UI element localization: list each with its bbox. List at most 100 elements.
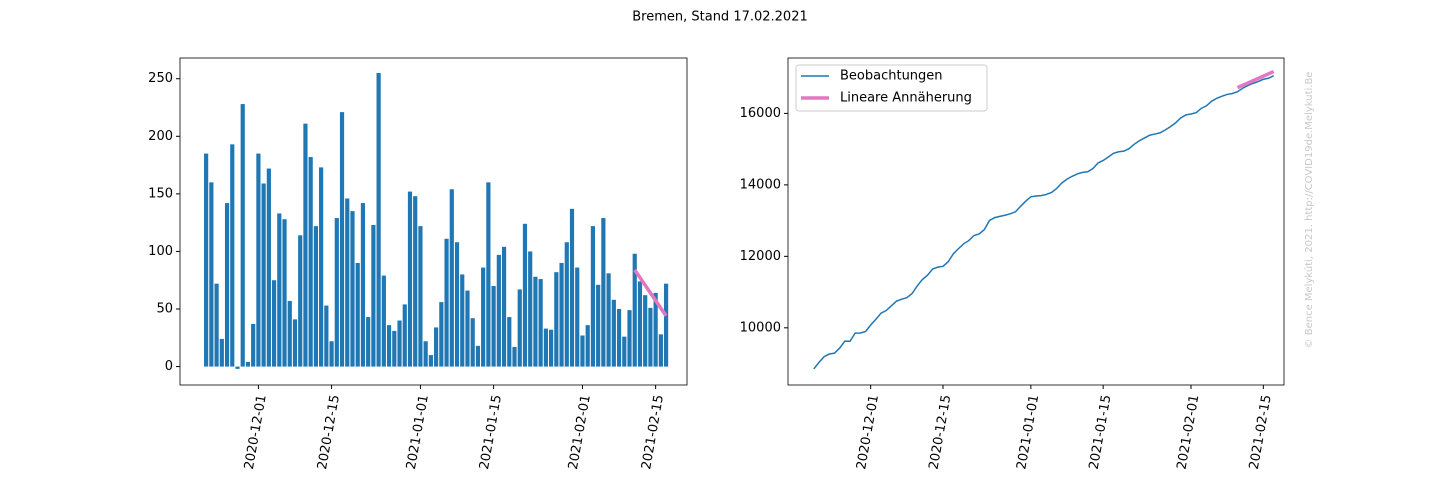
bar [319, 167, 324, 367]
bar [522, 223, 528, 367]
bar [261, 183, 266, 367]
bar [418, 226, 423, 367]
bar [481, 267, 486, 367]
bar [664, 283, 669, 367]
series-line [813, 75, 1275, 370]
plot-frame [179, 57, 688, 386]
bar [402, 304, 407, 367]
x-tick-label: 2021-01-15 [477, 394, 505, 471]
bar [240, 104, 245, 367]
y-tick-label: 0 [165, 359, 173, 374]
bar [224, 203, 230, 367]
bar [428, 355, 433, 367]
figure-title: Bremen, Stand 17.02.2021 [632, 10, 808, 25]
bar [256, 153, 261, 367]
bar [632, 253, 637, 367]
bar [496, 254, 501, 367]
bar [355, 262, 360, 367]
bar [658, 334, 663, 367]
bar [507, 317, 512, 367]
bar [575, 267, 580, 367]
bar [616, 309, 622, 367]
bar [596, 284, 601, 367]
bar [491, 285, 496, 367]
bar [460, 274, 465, 367]
y-tick-label: 100 [148, 244, 173, 259]
bar [517, 289, 522, 367]
bar [454, 242, 460, 367]
legend-box [795, 64, 988, 112]
bar [407, 191, 413, 367]
bar [313, 226, 318, 367]
bar [397, 320, 402, 367]
bar [277, 213, 282, 367]
bar [606, 273, 611, 367]
bar [381, 275, 386, 367]
bar [648, 307, 653, 367]
bar [543, 328, 548, 367]
bar [360, 203, 366, 367]
bar [282, 219, 287, 367]
y-tick-label: 200 [148, 129, 173, 144]
bar [549, 329, 554, 367]
bar [580, 335, 585, 367]
bar [334, 218, 339, 367]
bar [219, 338, 224, 367]
bar [434, 327, 439, 367]
x-tick-label: 2021-01-01 [1014, 394, 1042, 471]
y-tick-label: 10000 [740, 320, 781, 335]
bar [386, 325, 392, 367]
x-tick-label: 2020-12-01 [854, 394, 882, 471]
bar [512, 347, 517, 367]
y-tick-label: 250 [148, 71, 173, 86]
bar [324, 305, 329, 367]
bar [350, 211, 355, 367]
bar [643, 295, 648, 367]
bar [251, 323, 256, 367]
bar [413, 196, 418, 367]
bar [339, 112, 345, 367]
bar [569, 208, 575, 367]
bar [622, 336, 627, 367]
x-tick-label: 2020-12-01 [242, 394, 270, 471]
bar [564, 242, 569, 367]
bar [329, 341, 334, 367]
bar [298, 235, 303, 367]
y-tick-label: 12000 [740, 249, 781, 264]
bar [465, 290, 470, 367]
bar [611, 299, 616, 367]
y-tick-label: 150 [148, 186, 173, 201]
plot-frame [787, 57, 1285, 386]
bar [590, 226, 596, 367]
bar [533, 276, 538, 367]
x-tick-label: 2021-01-01 [404, 394, 432, 471]
bar [271, 280, 277, 367]
x-tick-label: 2021-02-15 [1247, 394, 1275, 471]
bar [308, 157, 313, 367]
bar [538, 279, 543, 367]
bar [501, 246, 507, 367]
bar [303, 123, 308, 367]
series-line [1236, 69, 1275, 90]
legend-label: Lineare Annäherung [840, 91, 972, 106]
bar [366, 317, 371, 367]
bar [292, 319, 298, 367]
bar [475, 345, 481, 367]
bar [439, 302, 444, 367]
bar [204, 153, 209, 367]
bar [245, 361, 251, 367]
bar [266, 168, 271, 367]
legend-label: Beobachtungen [840, 69, 943, 84]
x-tick-label: 2021-02-15 [639, 394, 667, 471]
bar [470, 318, 475, 367]
bar [287, 300, 292, 367]
watermark: © Bence Melykúti, 2021. http://COVID19de… [1303, 72, 1315, 349]
x-tick-label: 2021-01-15 [1087, 394, 1115, 471]
x-tick-label: 2020-12-15 [926, 394, 954, 471]
y-tick-label: 14000 [740, 177, 781, 192]
bar [528, 251, 533, 367]
x-tick-label: 2021-02-01 [566, 394, 594, 471]
bar [486, 182, 491, 367]
bar [345, 198, 350, 367]
